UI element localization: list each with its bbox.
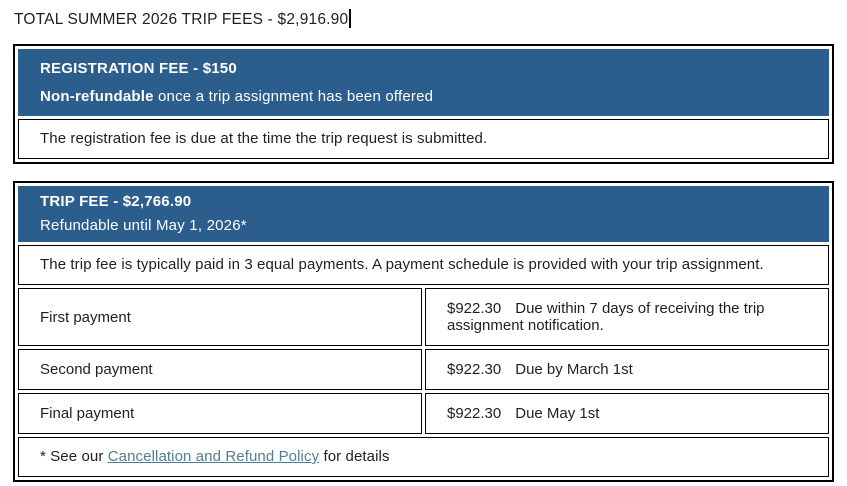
payment-due: Due within 7 days of receiving the trip … [447,300,765,334]
payment-due: Due by March 1st [515,361,633,378]
table-row: * See our Cancellation and Refund Policy… [18,437,829,477]
non-refundable-condition: once a trip assignment has been offered [153,88,434,105]
trip-table-header: TRIP FEE - $2,766.90 Refundable until Ma… [18,186,829,242]
trip-fee-subheading: Refundable until May 1, 2026* [40,217,247,234]
registration-table-header: REGISTRATION FEE - $150 Non-refundable o… [18,49,829,116]
payment-details: $922.30 Due May 1st [425,393,829,434]
table-row: REGISTRATION FEE - $150 Non-refundable o… [18,49,829,116]
payment-details: $922.30 Due by March 1st [425,349,829,390]
payment-due: Due May 1st [515,405,600,422]
footnote-prefix: * See our [40,448,108,465]
payment-details: $922.30 Due within 7 days of receiving th… [425,288,829,346]
page-title-text: TOTAL SUMMER 2026 TRIP FEES - $2,916.90 [14,11,349,28]
trip-fee-heading: TRIP FEE - $2,766.90 [40,193,192,210]
payment-label: Final payment [18,393,422,434]
payment-amount: $922.30 [447,405,502,422]
registration-fee-note: The registration fee is due at the time … [18,119,829,159]
page-title: TOTAL SUMMER 2026 TRIP FEES - $2,916.90 [14,9,835,31]
payment-label: First payment [18,288,422,346]
registration-fee-heading: REGISTRATION FEE - $150 [40,60,237,77]
registration-fee-subheading: Non-refundable once a trip assignment ha… [40,83,814,110]
trip-fee-table: TRIP FEE - $2,766.90 Refundable until Ma… [13,181,834,482]
text-cursor [349,9,351,28]
table-row: Second payment $922.30 Due by March 1st [18,349,829,390]
table-row: Final payment $922.30 Due May 1st [18,393,829,434]
non-refundable-label: Non-refundable [40,88,154,105]
payment-label: Second payment [18,349,422,390]
registration-fee-table: REGISTRATION FEE - $150 Non-refundable o… [13,44,834,164]
table-row: The trip fee is typically paid in 3 equa… [18,245,829,285]
table-row: TRIP FEE - $2,766.90 Refundable until Ma… [18,186,829,242]
footnote: * See our Cancellation and Refund Policy… [18,437,829,477]
cancellation-refund-policy-link[interactable]: Cancellation and Refund Policy [107,448,320,465]
table-row: First payment $922.30 Due within 7 days o… [18,288,829,346]
table-row: The registration fee is due at the time … [18,119,829,159]
payment-amount: $922.30 [447,300,502,317]
trip-fee-intro: The trip fee is typically paid in 3 equa… [18,245,829,285]
footnote-suffix: for details [319,448,390,465]
payment-amount: $922.30 [447,361,502,378]
